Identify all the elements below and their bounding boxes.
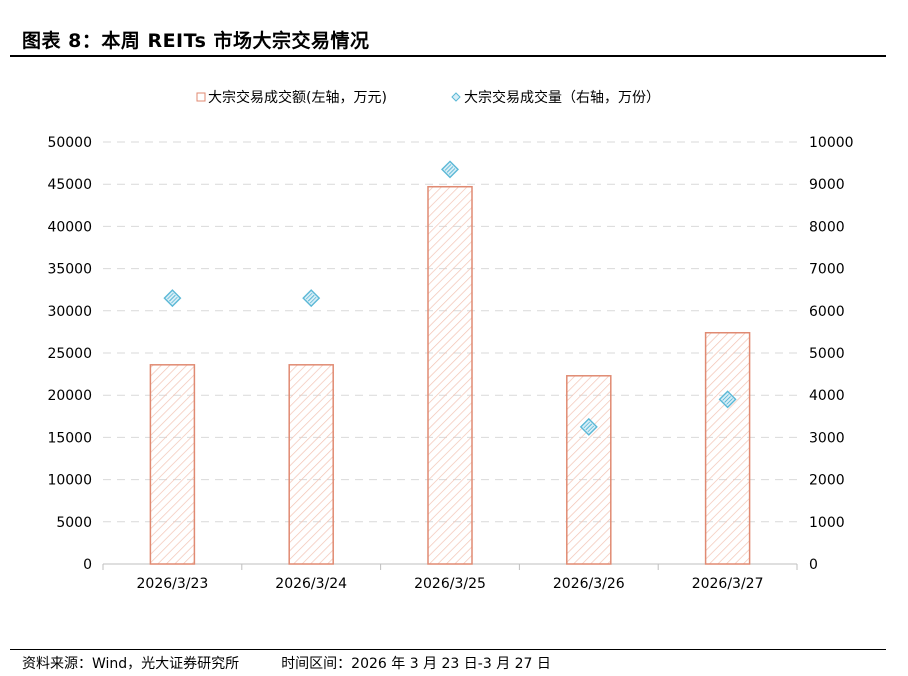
y-left-tick-label: 0 <box>83 557 92 573</box>
legend-marker-swatch <box>451 92 461 102</box>
y-right-tick-label: 0 <box>809 557 818 573</box>
y-right-tick-label: 6000 <box>809 304 845 320</box>
volume-marker <box>441 160 459 179</box>
y-left-tick-label: 50000 <box>47 135 92 151</box>
volume-marker <box>302 289 321 308</box>
title-rule <box>10 55 886 57</box>
y-left-tick-label: 25000 <box>47 346 92 362</box>
y-left-tick-label: 35000 <box>47 262 92 278</box>
footer: 资料来源：Wind，光大证券研究所 时间区间：2026 年 3 月 23 日-3 … <box>22 653 593 673</box>
y-right-tick-label: 1000 <box>809 515 845 531</box>
legend-bar-label: 大宗交易成交额(左轴，万元) <box>208 89 387 106</box>
bar <box>149 364 196 565</box>
x-tick-label: 2026/3/26 <box>553 576 625 592</box>
y-right-tick-label: 4000 <box>809 388 845 404</box>
y-right-tick-label: 9000 <box>809 177 845 193</box>
chart-title: 图表 8：本周 REITs 市场大宗交易情况 <box>22 30 370 52</box>
x-tick-label: 2026/3/24 <box>275 576 347 592</box>
volume-marker <box>163 289 182 308</box>
y-left-tick-label: 15000 <box>47 430 92 446</box>
bar <box>288 364 334 565</box>
y-left-tick-label: 10000 <box>47 473 92 489</box>
x-tick-label: 2026/3/25 <box>414 576 486 592</box>
y-left-tick-label: 5000 <box>56 515 92 531</box>
footer-rule <box>10 649 886 650</box>
period-note: 时间区间：2026 年 3 月 23 日-3 月 27 日 <box>281 656 551 672</box>
y-right-tick-label: 7000 <box>809 262 845 278</box>
bar <box>704 331 751 565</box>
y-left-tick-label: 40000 <box>47 219 92 235</box>
y-left-tick-label: 20000 <box>47 388 92 404</box>
volume-marker <box>718 390 737 409</box>
bar <box>427 185 473 565</box>
y-right-tick-label: 8000 <box>809 219 845 235</box>
y-right-tick-label: 3000 <box>809 430 845 446</box>
x-tick-label: 2026/3/23 <box>137 576 209 592</box>
legend-bar-swatch <box>196 92 206 102</box>
x-tick-label: 2026/3/27 <box>692 576 764 592</box>
y-left-tick-label: 30000 <box>47 304 92 320</box>
legend-marker-label: 大宗交易成交量（右轴，万份） <box>464 89 660 106</box>
y-right-tick-label: 2000 <box>809 473 845 489</box>
y-left-tick-label: 45000 <box>47 177 92 193</box>
y-right-tick-label: 5000 <box>809 346 845 362</box>
bar <box>566 375 612 565</box>
source-note: 资料来源：Wind，光大证券研究所 <box>22 656 240 672</box>
y-right-tick-label: 10000 <box>809 135 854 151</box>
volume-marker <box>579 417 598 436</box>
